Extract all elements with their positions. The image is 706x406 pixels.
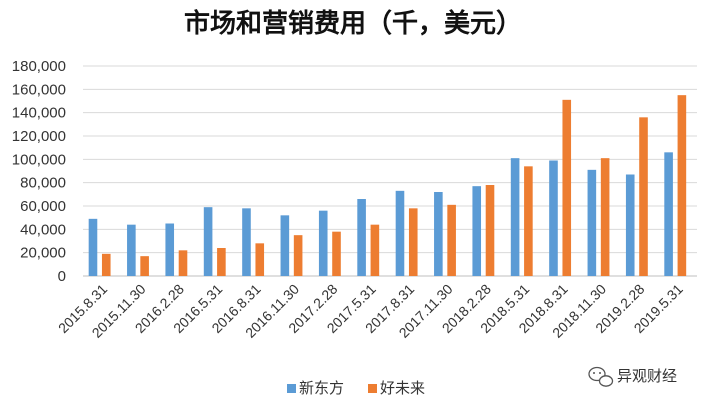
bar-series-2 xyxy=(600,158,610,276)
bar-series-2 xyxy=(524,166,533,276)
bar-series-1 xyxy=(510,158,520,276)
bar-series-1 xyxy=(203,207,213,276)
legend: 新东方 好未来 xyxy=(287,379,425,397)
bar-series-1 xyxy=(357,199,366,276)
y-tick-label: 0 xyxy=(58,268,66,285)
legend-swatch xyxy=(368,384,377,393)
bar-series-2 xyxy=(101,253,111,276)
bar-series-1 xyxy=(549,160,558,276)
watermark: 异观财经 xyxy=(588,366,677,387)
bar-series-2 xyxy=(447,204,456,276)
bar-series-1 xyxy=(242,208,251,276)
y-tick-label: 180,000 xyxy=(12,58,66,75)
y-tick-label: 80,000 xyxy=(20,175,66,192)
bar-series-1 xyxy=(88,218,98,276)
x-axis-ticks: 2015.8.312015.11.302016.2.282016.5.31201… xyxy=(55,281,686,341)
bar-series-1 xyxy=(280,215,290,276)
bar-series-1 xyxy=(664,152,673,276)
y-tick-label: 20,000 xyxy=(20,245,66,262)
bar-series-2 xyxy=(217,248,226,276)
watermark-text: 异观财经 xyxy=(617,367,677,385)
bar-series-1 xyxy=(127,224,136,276)
bar-series-2 xyxy=(255,243,265,276)
bar-series-1 xyxy=(587,169,597,276)
bars xyxy=(88,95,687,277)
bar-series-1 xyxy=(318,210,328,276)
bar-series-1 xyxy=(625,174,635,276)
legend-label: 好未来 xyxy=(380,379,425,397)
bar-series-2 xyxy=(639,117,648,276)
y-tick-label: 100,000 xyxy=(12,151,66,168)
bar-series-1 xyxy=(434,192,443,276)
bar-series-2 xyxy=(332,231,341,276)
y-tick-label: 40,000 xyxy=(20,221,66,238)
bar-series-1 xyxy=(472,186,482,276)
y-tick-label: 160,000 xyxy=(12,81,66,98)
bar-series-2 xyxy=(370,224,380,276)
bar-series-1 xyxy=(165,223,175,276)
bar-series-2 xyxy=(408,208,418,276)
bar-series-1 xyxy=(395,190,405,276)
bar-series-2 xyxy=(562,99,572,276)
y-tick-label: 60,000 xyxy=(20,198,66,215)
bar-series-2 xyxy=(140,256,149,276)
y-axis-ticks: 0 20,000 40,000 60,000 80,000 100,000 120,000 1… xyxy=(12,58,66,285)
chart-title: 市场和营销费用（千，美元） xyxy=(184,8,522,39)
legend-swatch xyxy=(287,384,296,393)
y-tick-label: 140,000 xyxy=(12,105,66,122)
legend-label: 新东方 xyxy=(299,379,344,397)
wechat-icon xyxy=(588,366,614,387)
y-tick-label: 120,000 xyxy=(12,128,66,145)
bar-series-2 xyxy=(485,185,495,276)
bar-series-2 xyxy=(178,250,188,276)
bar-series-2 xyxy=(293,235,303,276)
bar-series-2 xyxy=(677,95,687,277)
